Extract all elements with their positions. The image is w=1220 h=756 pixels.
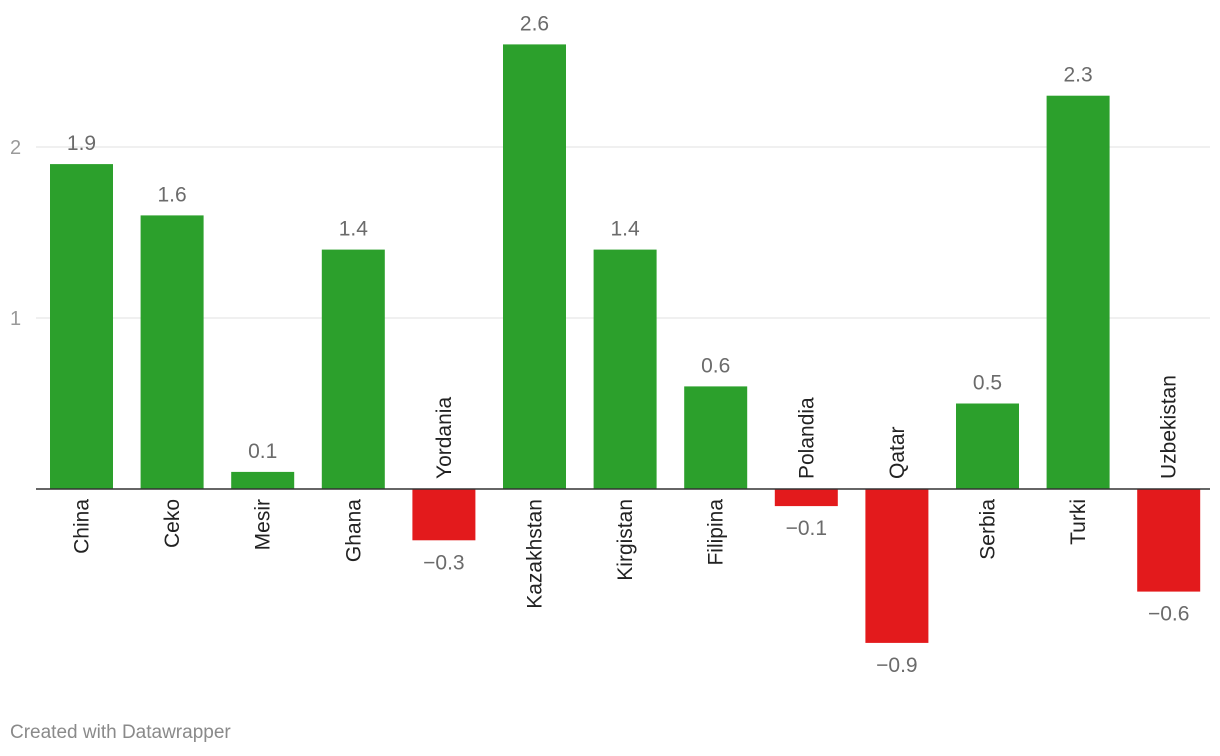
value-label-yordania: −0.3 [423,551,464,574]
bar-china [50,164,113,489]
bar-mesir [231,471,295,489]
bar-yordania [412,489,476,541]
bar-ceko [140,215,204,489]
category-label-ceko: Ceko [161,499,184,548]
category-label-turki: Turki [1067,499,1090,545]
category-label-kazakhstan: Kazakhstan [524,499,547,609]
value-label-ceko: 1.6 [157,183,186,206]
value-label-filipina: 0.6 [701,354,730,377]
footer-credit: Created with Datawrapper [10,722,231,743]
value-label-qatar: −0.9 [876,654,917,677]
value-label-china: 1.9 [67,132,96,155]
bar-kirgistan [593,249,657,489]
category-label-qatar: Qatar [886,426,909,479]
value-label-ghana: 1.4 [339,218,369,241]
value-label-kazakhstan: 2.6 [520,12,549,35]
bar-chart: 1 2 1.9 China 1.6 Ceko 0.1 Mesir 1.4 Ghana −0.3 Yor… [10,12,1210,677]
bar-uzbekistan [1137,489,1201,592]
category-label-yordania: Yordania [433,397,456,479]
bar-ghana [321,249,385,489]
bar-serbia [956,403,1019,489]
category-label-serbia: Serbia [977,499,1000,560]
value-label-uzbekistan: −0.6 [1148,603,1189,626]
value-label-serbia: 0.5 [973,372,1002,395]
bar-kazakhstan [503,44,566,490]
bar-filipina [684,386,748,489]
bar-turki [1046,95,1110,489]
category-label-ghana: Ghana [342,499,365,562]
y-tick-label-1: 1 [10,308,21,330]
bar-qatar [865,489,929,643]
value-label-polandia: −0.1 [786,517,827,540]
value-label-turki: 2.3 [1063,64,1092,87]
category-label-uzbekistan: Uzbekistan [1158,375,1181,479]
category-label-mesir: Mesir [252,499,275,550]
value-label-kirgistan: 1.4 [610,218,640,241]
y-tick-label-2: 2 [10,137,21,159]
category-label-polandia: Polandia [795,397,818,479]
category-label-filipina: Filipina [705,499,728,566]
category-label-kirgistan: Kirgistan [614,499,637,581]
value-label-mesir: 0.1 [248,440,277,463]
bar-polandia [774,489,838,507]
category-label-china: China [71,499,94,554]
